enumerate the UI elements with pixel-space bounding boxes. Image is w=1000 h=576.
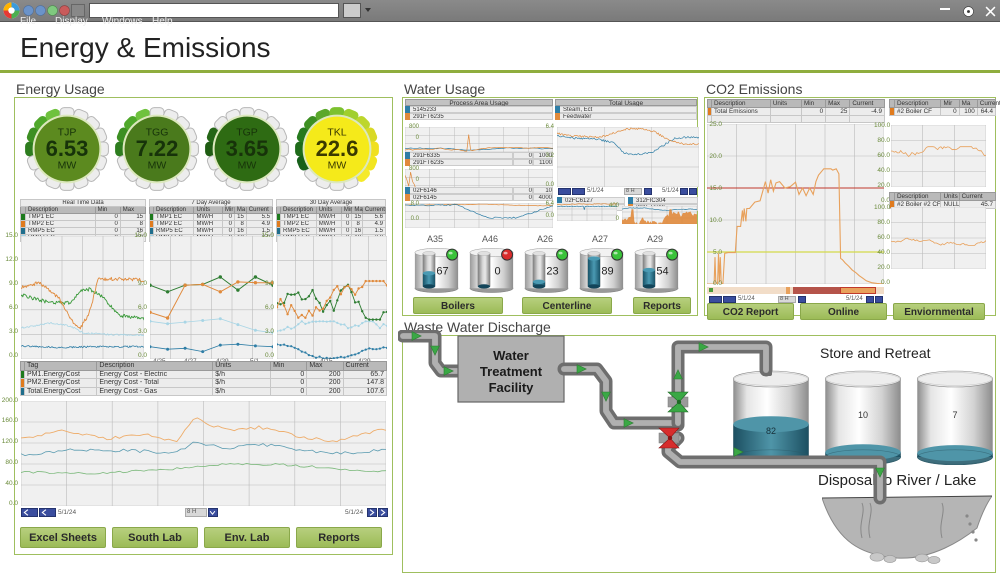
svg-text:MW: MW	[148, 159, 167, 171]
svg-text:MW: MW	[328, 159, 347, 171]
svg-text:3.65: 3.65	[226, 136, 269, 161]
svg-text:7.22: 7.22	[136, 136, 179, 161]
svg-text:Facility: Facility	[489, 380, 535, 395]
svg-text:6.53: 6.53	[46, 136, 89, 161]
svg-text:67: 67	[436, 265, 448, 277]
svg-text:0: 0	[494, 265, 500, 277]
svg-text:Water: Water	[493, 348, 529, 363]
svg-text:23: 23	[546, 265, 558, 277]
svg-text:MW: MW	[238, 159, 257, 171]
svg-text:89: 89	[601, 265, 613, 277]
svg-text:54: 54	[656, 265, 668, 277]
svg-text:Treatment: Treatment	[480, 364, 543, 379]
svg-text:22.6: 22.6	[316, 136, 359, 161]
svg-text:MW: MW	[58, 159, 77, 171]
